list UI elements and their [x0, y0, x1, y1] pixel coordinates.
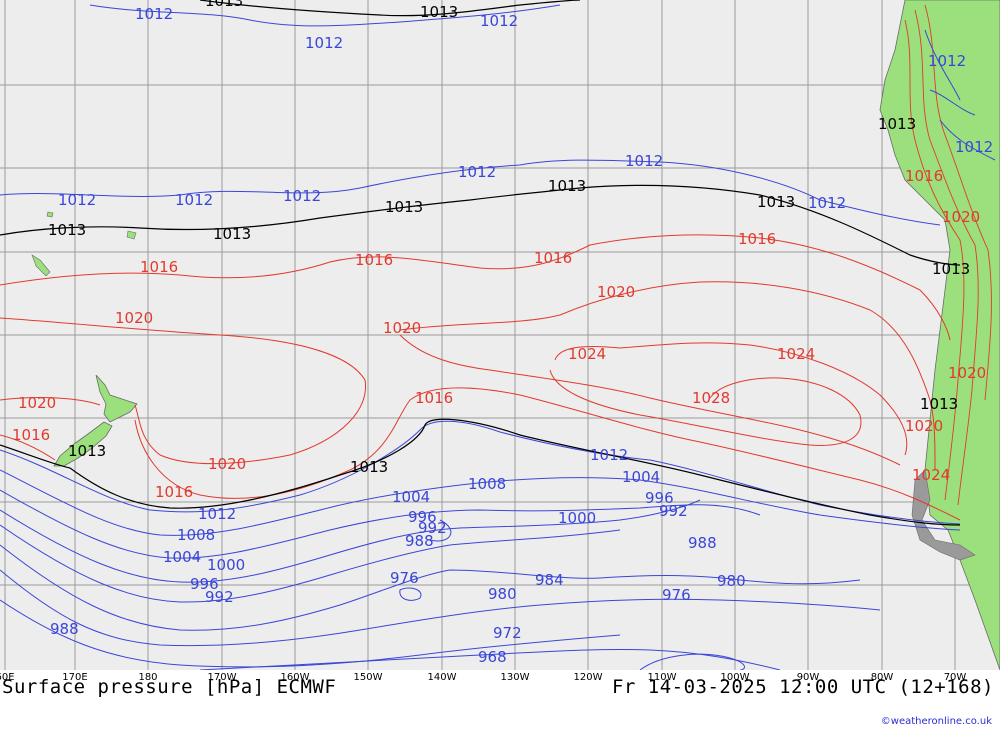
isobar-label: 1020	[948, 364, 986, 382]
isobar-label: 1013	[548, 177, 586, 195]
isobar-label: 992	[205, 588, 234, 606]
longitude-label: 70W	[943, 672, 967, 683]
isobar-label: 1016	[905, 167, 943, 185]
isobar-label: 1024	[568, 345, 606, 363]
map-footer	[0, 670, 1000, 733]
isobar-label: 1013	[757, 193, 795, 211]
fiji-islands	[46, 211, 137, 240]
isobar-label: 1020	[597, 283, 635, 301]
isobar-label: 996	[408, 508, 437, 526]
new-caledonia	[31, 254, 51, 277]
isobar-label: 1020	[208, 455, 246, 473]
isobar-label: 1020	[942, 208, 980, 226]
credit-link[interactable]: ©weatheronline.co.uk	[880, 716, 992, 727]
longitude-label: 120W	[573, 672, 603, 683]
isobar-labels: 1012 1012 1012 1012 1012 1012 1012 1012 …	[12, 0, 993, 666]
isobars-high	[0, 234, 961, 521]
isobar-label: 988	[688, 534, 717, 552]
andes-relief	[904, 4, 992, 506]
isobar-label: 1000	[207, 556, 245, 574]
isobar-label: 996	[190, 575, 219, 593]
isobar-label: 976	[662, 586, 691, 604]
isobar-label: 988	[50, 620, 79, 638]
longitude-label: 80W	[870, 672, 894, 683]
isobar-1013	[0, 0, 961, 526]
isobar-label: 1013	[420, 3, 458, 21]
longitude-label: 140W	[427, 672, 457, 683]
longitude-label: 170E	[62, 672, 88, 683]
isobar-label: 1012	[58, 191, 96, 209]
isobar-label: 1016	[12, 426, 50, 444]
isobar-label: 1012	[198, 505, 236, 523]
isobar-label: 1004	[392, 488, 430, 506]
isobar-label: 1012	[283, 187, 321, 205]
isobar-label: 1012	[305, 34, 343, 52]
isobar-label: 1013	[920, 395, 958, 413]
isobar-label: 972	[493, 624, 522, 642]
isobar-label: 1012	[135, 5, 173, 23]
longitude-label: 130W	[500, 672, 530, 683]
isobar-label: 1012	[458, 163, 496, 181]
isobar-label: 1013	[878, 115, 916, 133]
longitude-label: 180	[138, 672, 158, 683]
isobar-label: 980	[717, 572, 746, 590]
valid-time: Fr 14-03-2025 12:00 UTC (12+168)	[611, 676, 994, 698]
isobar-label: 1012	[808, 194, 846, 212]
isobar-label: 988	[405, 532, 434, 550]
longitude-label: 90W	[796, 672, 820, 683]
isobar-label: 1028	[692, 389, 730, 407]
isobar-label: 1020	[383, 319, 421, 337]
isobar-label: 1013	[385, 198, 423, 216]
isobar-label: 984	[535, 571, 564, 589]
isobar-label: 1020	[115, 309, 153, 327]
chile-islands	[911, 469, 976, 561]
isobar-label: 1013	[48, 221, 86, 239]
isobar-label: 1013	[350, 458, 388, 476]
south-america-land	[879, 0, 1000, 670]
isobar-label: 1013	[205, 0, 243, 10]
isobar-label: 1024	[912, 466, 950, 484]
isobar-label: 1016	[738, 230, 776, 248]
map-title: Surface pressure [hPa] ECMWF	[2, 676, 337, 698]
isobar-label: 1012	[590, 446, 628, 464]
isobar-label: 992	[418, 519, 447, 537]
isobar-label: 1004	[163, 548, 201, 566]
new-zealand-north-island	[95, 374, 138, 423]
isobar-label: 980	[488, 585, 517, 603]
isobar-label: 1013	[68, 442, 106, 460]
isobar-label: 1008	[177, 526, 215, 544]
isobar-label: 1012	[928, 52, 966, 70]
isobar-label: 1013	[213, 225, 251, 243]
isobar-label: 996	[645, 489, 674, 507]
isobar-label: 992	[659, 502, 688, 520]
longitude-label: 170W	[207, 672, 237, 683]
longitude-label: 60E	[0, 672, 15, 683]
longitude-label: 110W	[647, 672, 677, 683]
longitude-label: 150W	[353, 672, 383, 683]
isobar-label: 1012	[955, 138, 993, 156]
isobar-label: 1016	[140, 258, 178, 276]
isobar-label: 976	[390, 569, 419, 587]
isobar-label: 1016	[534, 249, 572, 267]
isobar-label: 1013	[932, 260, 970, 278]
isobar-label: 1012	[175, 191, 213, 209]
isobars-low	[0, 4, 996, 670]
isobar-label: 1012	[625, 152, 663, 170]
isobar-label: 1008	[468, 475, 506, 493]
isobar-label: 1016	[155, 483, 193, 501]
longitude-label: 100W	[720, 672, 750, 683]
isobar-label: 1004	[622, 468, 660, 486]
isobar-label: 1024	[777, 345, 815, 363]
isobar-label: 968	[478, 648, 507, 666]
isobar-label: 1020	[905, 417, 943, 435]
isobar-label: 1000	[558, 509, 596, 527]
pressure-map: 1012 1012 1012 1012 1012 1012 1012 1012 …	[0, 0, 1000, 670]
isobar-label: 1016	[355, 251, 393, 269]
isobar-label: 1016	[415, 389, 453, 407]
longitude-label: 160W	[280, 672, 310, 683]
isobar-label: 1012	[480, 12, 518, 30]
isobar-label: 1020	[18, 394, 56, 412]
